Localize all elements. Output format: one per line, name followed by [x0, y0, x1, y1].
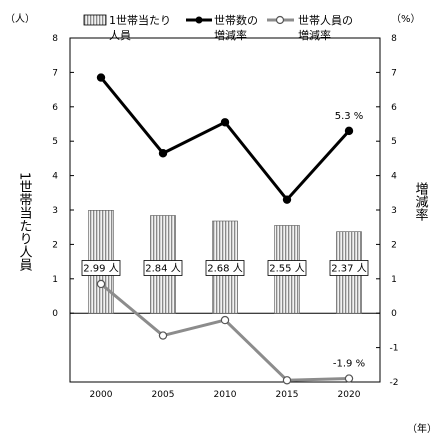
series-1-point-2005 — [158, 149, 168, 158]
series-1-point-2020 — [344, 126, 354, 136]
bar-label-2020: 2.37 人 — [331, 263, 366, 275]
series-2-point-2015 — [282, 376, 292, 385]
legend-label-members-line2: 増減率 — [298, 28, 331, 42]
legend-label-bar-line2: 人員 — [109, 29, 131, 42]
bar-label-box-2020 — [329, 260, 369, 276]
left-tick-label-0: 0 — [52, 309, 58, 319]
annotation-members-2020: -1.9 % — [333, 359, 365, 370]
right-tick-label-7: 5 — [391, 137, 397, 147]
bar-label-2010: 2.68 人 — [207, 263, 242, 275]
series-2-point-2010 — [220, 315, 230, 325]
bar-label-2015: 2.55 人 — [269, 263, 304, 275]
bar-label-box-2000 — [81, 260, 121, 276]
right-tick-label-2: 0 — [391, 309, 397, 319]
right-tick-label-4: 2 — [391, 240, 397, 250]
left-tick-label-7: 7 — [52, 68, 58, 78]
right-tick-label-5: 3 — [391, 206, 397, 216]
series-1-point-2000 — [96, 73, 106, 82]
bar-label-2000: 2.99 人 — [83, 263, 118, 275]
series-1-point-2010 — [220, 118, 230, 127]
right-axis-ticks: -2 -1 0 1 2 3 4 5 6 7 8 — [376, 34, 398, 388]
line-series — [96, 73, 354, 385]
left-tick-label-4: 4 — [52, 172, 58, 182]
legend-label-households-line2: 増減率 — [214, 28, 247, 42]
left-axis-title: 1世帯当たり人員 — [17, 172, 33, 272]
left-tick-label-6: 6 — [52, 103, 58, 113]
x-tick-label-4: 2020 — [338, 390, 361, 400]
bar-label-box-2005 — [143, 260, 183, 276]
legend-label-households-line1: 世帯数の — [214, 14, 258, 27]
x-unit-label: （年） — [407, 422, 437, 435]
left-unit-label: （人） — [5, 13, 35, 25]
right-tick-label-1: -1 — [390, 344, 399, 354]
bar-label-box-2015 — [267, 260, 307, 276]
plot-area — [69, 37, 381, 383]
x-tick-label-1: 2005 — [152, 390, 175, 400]
x-tick-label-3: 2015 — [276, 390, 299, 400]
right-tick-label-10: 8 — [391, 34, 397, 44]
series-1-point-2015 — [282, 195, 292, 204]
x-tick-label-0: 2000 — [90, 390, 113, 400]
series-2-point-2005 — [158, 331, 168, 340]
right-unit-label: （%） — [391, 13, 421, 25]
legend-label-bar-line1: 1世帯当たり — [109, 13, 171, 27]
x-tick-label-2: 2010 — [214, 390, 237, 400]
left-tick-label-2: 2 — [52, 240, 58, 250]
right-tick-label-3: 1 — [391, 275, 397, 285]
left-tick-label-1: 1 — [52, 275, 58, 285]
right-tick-label-0: -2 — [390, 378, 399, 388]
legend-label-members-line1: 世帯人員の — [298, 14, 353, 27]
left-tick-label-5: 5 — [52, 137, 58, 147]
series-2-point-2020 — [344, 374, 354, 383]
right-tick-label-9: 7 — [391, 68, 397, 78]
legend-swatch-households-marker — [195, 16, 203, 24]
bar-data-labels: 2.99 人 2.84 人 2.68 人 2.55 人 2.37 人 — [81, 260, 369, 276]
bar-label-2005: 2.84 人 — [145, 263, 180, 275]
right-tick-label-8: 6 — [391, 103, 397, 113]
left-tick-label-3: 3 — [52, 206, 58, 216]
right-axis-title: 増減率 — [413, 182, 429, 221]
right-tick-label-6: 4 — [391, 172, 397, 182]
legend: 1世帯当たり 人員 世帯数の 増減率 世帯人員の 増減率 — [83, 13, 353, 42]
bar-label-box-2010 — [205, 260, 245, 276]
legend-swatch-bar — [83, 14, 107, 26]
series-line-1 — [99, 76, 351, 202]
left-axis-ticks: 0 1 2 3 4 5 6 7 8 — [52, 34, 74, 319]
annotation-households-2020: 5.3 % — [335, 111, 364, 122]
x-axis-ticks: 2000 2005 2010 2015 2020 — [90, 390, 361, 400]
legend-swatch-members-marker — [275, 15, 285, 25]
series-2-point-2000 — [96, 279, 106, 289]
left-tick-label-8: 8 — [52, 34, 58, 44]
